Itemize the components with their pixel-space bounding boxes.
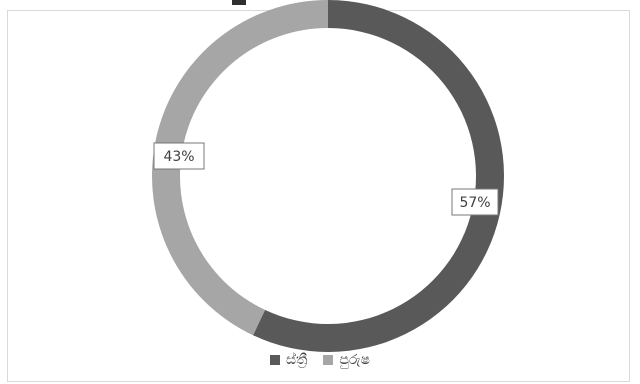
chart-frame (7, 10, 630, 382)
legend: ස්ත්‍රී පුරුෂ (0, 350, 640, 370)
legend-item-female: ස්ත්‍රී (269, 352, 308, 368)
data-label-female: 57% (459, 195, 490, 211)
data-label-female-box (451, 188, 499, 216)
legend-item-male: පුරුෂ (323, 352, 370, 368)
slice-male (152, 0, 328, 336)
data-label-male-box (153, 142, 205, 170)
slice-female (253, 0, 504, 352)
legend-swatch-male (323, 355, 334, 365)
legend-label-female: ස්ත්‍රී (285, 352, 308, 368)
data-label-male: 43% (163, 149, 194, 165)
legend-label-male: පුරුෂ (339, 352, 371, 368)
legend-swatch-female (269, 355, 280, 365)
top-edge-fragment (232, 0, 246, 5)
